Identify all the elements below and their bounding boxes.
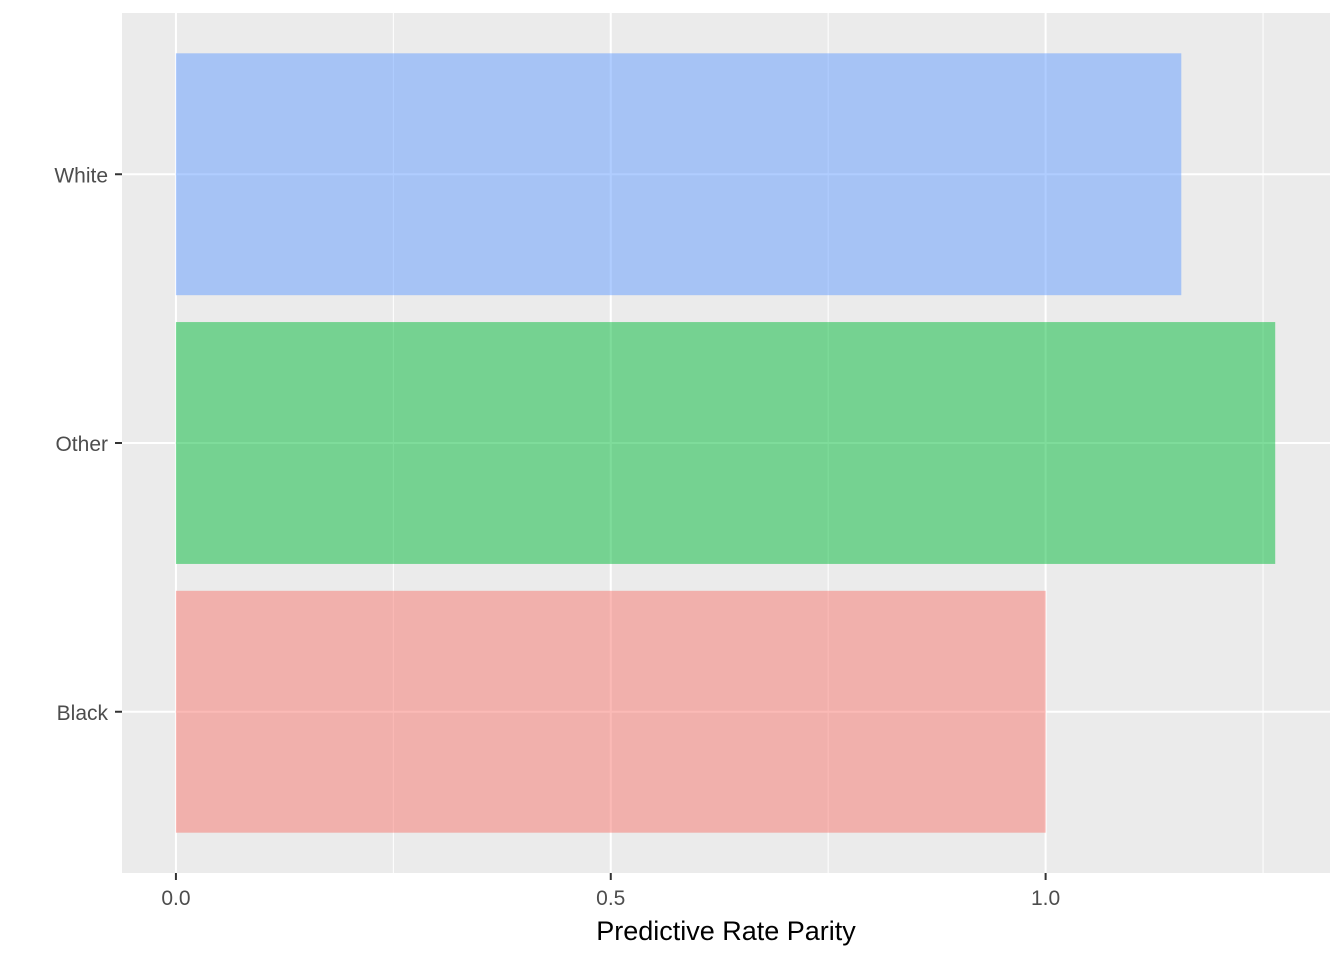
y-axis: Black Other White	[54, 164, 122, 725]
bar-other	[175, 322, 1276, 564]
x-axis-title: Predictive Rate Parity	[596, 916, 856, 946]
bar-black	[175, 590, 1046, 833]
bar-white	[175, 53, 1182, 296]
x-tick-label: 1.0	[1031, 887, 1060, 910]
x-tick-label: 0.5	[596, 887, 625, 910]
y-tick-label: Black	[57, 702, 109, 725]
y-tick-label: Other	[55, 433, 108, 456]
x-tick-label: 0.0	[161, 887, 190, 910]
x-axis: 0.0 0.5 1.0	[161, 873, 1060, 910]
bars	[175, 53, 1276, 833]
y-tick-label: White	[54, 164, 108, 187]
